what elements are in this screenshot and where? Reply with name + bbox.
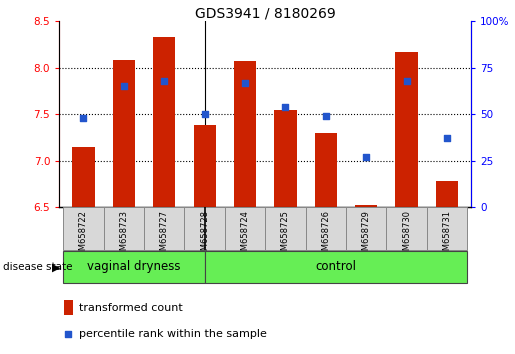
Text: GSM658723: GSM658723 [119, 211, 128, 262]
Text: disease state: disease state [3, 262, 72, 272]
FancyBboxPatch shape [427, 207, 467, 250]
Bar [396, 52, 418, 207]
Bar [113, 60, 135, 207]
FancyBboxPatch shape [63, 251, 204, 283]
FancyBboxPatch shape [386, 207, 427, 250]
Text: GSM658730: GSM658730 [402, 211, 411, 262]
Text: control: control [315, 260, 356, 273]
Point [281, 104, 289, 110]
FancyBboxPatch shape [144, 207, 184, 250]
FancyBboxPatch shape [346, 207, 386, 250]
Point [79, 115, 88, 121]
Point [322, 113, 330, 119]
Title: GDS3941 / 8180269: GDS3941 / 8180269 [195, 6, 336, 20]
Text: vaginal dryness: vaginal dryness [87, 260, 181, 273]
Text: GSM658727: GSM658727 [160, 211, 169, 262]
Bar [436, 181, 458, 207]
Bar [72, 147, 95, 207]
Point [357, 197, 366, 202]
Point [362, 154, 370, 160]
Text: GSM658731: GSM658731 [442, 211, 452, 262]
Bar [64, 300, 73, 315]
Bar [315, 133, 337, 207]
Bar [274, 109, 297, 207]
Text: ▶: ▶ [52, 262, 60, 272]
Point [403, 78, 411, 84]
Bar [355, 205, 377, 207]
Bar [234, 61, 256, 207]
Point [200, 111, 209, 117]
Text: GSM658729: GSM658729 [362, 211, 371, 261]
Point [119, 84, 128, 89]
Text: GSM658728: GSM658728 [200, 211, 209, 262]
Text: GSM658726: GSM658726 [321, 211, 330, 262]
Point [160, 78, 168, 84]
Point [241, 80, 249, 85]
Text: GSM658722: GSM658722 [79, 211, 88, 261]
Text: percentile rank within the sample: percentile rank within the sample [79, 329, 267, 339]
Bar [194, 125, 216, 207]
FancyBboxPatch shape [225, 207, 265, 250]
FancyBboxPatch shape [305, 207, 346, 250]
Point [443, 136, 451, 141]
FancyBboxPatch shape [63, 207, 104, 250]
Text: GSM658724: GSM658724 [241, 211, 250, 261]
Text: transformed count: transformed count [79, 303, 183, 313]
Text: GSM658725: GSM658725 [281, 211, 290, 261]
FancyBboxPatch shape [104, 207, 144, 250]
FancyBboxPatch shape [184, 207, 225, 250]
FancyBboxPatch shape [265, 207, 305, 250]
Bar [153, 37, 175, 207]
FancyBboxPatch shape [204, 251, 467, 283]
